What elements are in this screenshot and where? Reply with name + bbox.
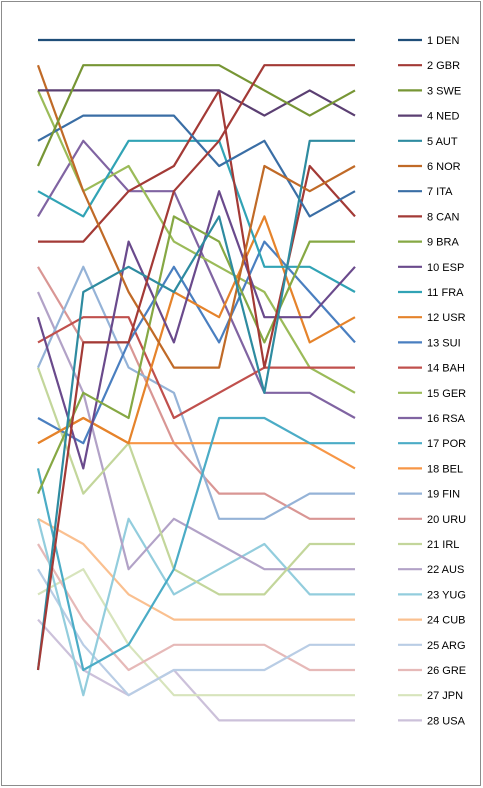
legend-label-1-den: 1 DEN: [427, 35, 459, 47]
series-line-9-bra: [36, 215, 355, 495]
legend-label-3-swe: 3 SWE: [427, 85, 461, 97]
legend-label-20-uru: 20 URU: [427, 514, 466, 526]
legend-label-16-rsa: 16 RSA: [427, 413, 466, 425]
series-line-4-ned: [38, 89, 356, 117]
legend-label-27-jpn: 27 JPN: [427, 690, 463, 702]
legend-label-9-bra: 9 BRA: [427, 237, 459, 249]
series-line-27-jpn: [37, 568, 355, 697]
legend-label-28-usa: 28 USA: [427, 715, 466, 727]
legend-label-7-ita: 7 ITA: [427, 186, 453, 198]
series-line-3-swe: [36, 64, 356, 167]
legend-label-10-esp: 10 ESP: [427, 262, 464, 274]
legend-label-2-gbr: 2 GBR: [427, 60, 460, 72]
series-line-25-arg: [37, 568, 355, 697]
legend-label-5-aut: 5 AUT: [427, 136, 458, 148]
series-line-2-gbr: [36, 64, 355, 671]
legend-label-21-irl: 21 IRL: [427, 539, 459, 551]
series-line-21-irl: [36, 367, 355, 596]
legend-label-15-ger: 15 GER: [427, 388, 466, 400]
series-line-26-gre: [37, 543, 355, 672]
series-lines: [36, 38, 356, 722]
series-line-10-esp: [36, 190, 356, 470]
legend-label-19-fin: 19 FIN: [427, 489, 460, 501]
series-line-24-cub: [37, 517, 355, 621]
legend-label-22-aus: 22 AUS: [427, 564, 464, 576]
legend-label-26-gre: 26 GRE: [427, 665, 466, 677]
legend-label-24-cub: 24 CUB: [427, 615, 466, 627]
series-line-5-aut: [36, 139, 355, 671]
series-line-16-rsa: [37, 139, 356, 419]
legend-label-18-bel: 18 BEL: [427, 463, 463, 475]
legend-label-13-sui: 13 SUI: [427, 337, 461, 349]
series-line-17-por: [36, 416, 355, 672]
series-line-7-ita: [37, 114, 356, 218]
series-line-19-fin: [36, 265, 355, 520]
legend-label-12-usr: 12 USR: [427, 312, 466, 324]
legend-label-8-can: 8 CAN: [427, 211, 459, 223]
legend-label-23-yug: 23 YUG: [427, 589, 466, 601]
series-line-6-nor: [36, 64, 356, 369]
legend-label-11-fra: 11 FRA: [427, 287, 464, 299]
legend-label-6-nor: 6 NOR: [427, 161, 461, 173]
series-line-14-bah: [37, 316, 355, 420]
series-line-8-can: [38, 89, 356, 369]
legend-label-25-arg: 25 ARG: [427, 640, 466, 652]
legend-label-17-por: 17 POR: [427, 438, 466, 450]
legend-label-4-ned: 4 NED: [427, 111, 459, 123]
legend-label-14-bah: 14 BAH: [427, 363, 465, 375]
series-line-12-usr: [37, 215, 356, 445]
legend: 1 DEN 2 GBR 3 SWE 4 NED 5 AUT 6 NOR 7 ITA 8 CAN…: [398, 35, 466, 727]
